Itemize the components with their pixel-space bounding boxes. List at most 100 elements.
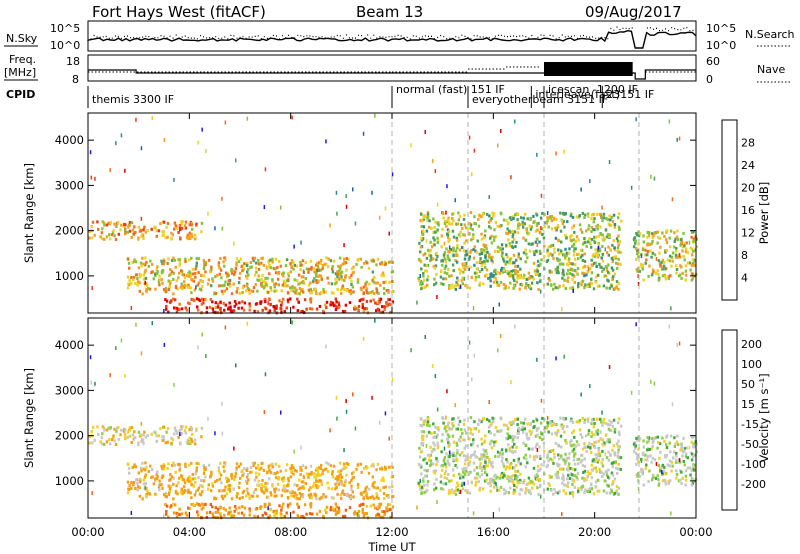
velocity-cell	[675, 452, 678, 455]
power-cell	[542, 254, 546, 258]
power-cell	[207, 258, 211, 262]
velocity-cell	[168, 487, 172, 491]
velocity-cell	[103, 428, 106, 432]
nave-trace	[88, 66, 696, 73]
velocity-cell	[596, 458, 599, 462]
power-cell	[686, 261, 690, 265]
power-cell	[233, 272, 236, 276]
power-cell	[296, 309, 299, 313]
power-cell	[194, 267, 197, 271]
velocity-cell	[205, 354, 207, 359]
velocity-cell	[577, 489, 580, 493]
velocity-cell	[334, 502, 337, 506]
power-cell	[195, 222, 198, 226]
power-cell	[458, 214, 462, 218]
power-cell	[442, 212, 445, 215]
power-cell	[206, 282, 210, 286]
velocity-cell	[214, 515, 217, 519]
velocity-cell	[424, 474, 427, 478]
power-cell	[676, 255, 680, 259]
power-cell	[587, 227, 590, 231]
power-cell	[473, 222, 476, 225]
velocity-cell	[586, 417, 590, 421]
power-cell	[572, 224, 576, 228]
power-cell	[183, 224, 187, 228]
velocity-cell	[378, 420, 381, 425]
velocity-cell	[667, 480, 670, 484]
power-cell	[97, 227, 100, 231]
power-cell	[267, 301, 269, 306]
velocity-cell	[89, 355, 92, 360]
velocity-cell	[650, 460, 653, 464]
velocity-cell	[685, 446, 688, 450]
power-cell	[565, 251, 569, 255]
velocity-cell	[619, 456, 623, 460]
velocity-cell	[613, 491, 617, 495]
velocity-cell	[635, 462, 638, 466]
power-cell	[596, 212, 599, 216]
power-cell	[637, 267, 640, 270]
velocity-cell	[317, 471, 320, 475]
power-cell	[500, 243, 504, 247]
power-cell	[162, 258, 166, 262]
velocity-cell	[658, 481, 661, 485]
power-cell	[139, 229, 143, 233]
power-cell	[680, 276, 683, 280]
power-cell	[534, 272, 537, 275]
power-cell	[273, 282, 276, 286]
power-cell	[428, 249, 431, 253]
power-cell	[496, 245, 500, 249]
velocity-cell	[496, 475, 499, 479]
power-cell	[386, 298, 390, 302]
power-cell	[280, 289, 283, 293]
velocity-cell	[383, 512, 386, 516]
power-cell	[595, 265, 598, 268]
power-cell	[549, 216, 552, 220]
power-cell	[653, 231, 656, 235]
power-cell	[147, 264, 150, 268]
velocity-cell	[174, 429, 177, 433]
velocity-cell	[281, 488, 284, 492]
velocity-cell	[512, 458, 516, 462]
velocity-cell	[300, 445, 302, 450]
power-cell	[477, 275, 480, 279]
power-cell	[287, 291, 290, 295]
power-cell	[684, 250, 688, 254]
velocity-cell	[109, 426, 112, 430]
power-cell	[574, 269, 577, 273]
velocity-cell	[596, 428, 600, 432]
power-cell	[241, 291, 244, 294]
power-cell	[680, 265, 683, 269]
velocity-cell	[241, 474, 244, 478]
velocity-cell	[220, 481, 223, 485]
power-cell	[528, 284, 532, 288]
power-cell	[296, 292, 299, 296]
power-cell	[289, 270, 292, 274]
velocity-cell	[670, 460, 674, 464]
power-cell	[197, 257, 200, 261]
power-cell	[484, 259, 488, 263]
velocity-cell	[585, 478, 588, 482]
power-cell	[644, 253, 647, 257]
power-cell	[540, 193, 543, 198]
colorbar-tick: 200	[741, 338, 762, 351]
velocity-cell	[583, 479, 586, 483]
velocity-cell	[451, 434, 455, 438]
velocity-cell	[162, 463, 166, 467]
velocity-cell	[214, 510, 217, 514]
velocity-cell	[187, 488, 190, 492]
power-cell	[480, 264, 484, 268]
velocity-cell	[210, 489, 213, 493]
velocity-cell	[514, 469, 517, 473]
velocity-cell	[282, 484, 286, 488]
power-cell	[420, 267, 423, 271]
power-cell	[293, 286, 297, 290]
velocity-cell	[463, 446, 466, 450]
power-cell	[133, 225, 136, 229]
velocity-cell	[420, 485, 424, 489]
velocity-cell	[207, 416, 209, 421]
power-cell	[297, 282, 300, 286]
velocity-cell	[611, 465, 614, 469]
velocity-cell	[513, 484, 516, 487]
power-cell	[526, 217, 529, 221]
